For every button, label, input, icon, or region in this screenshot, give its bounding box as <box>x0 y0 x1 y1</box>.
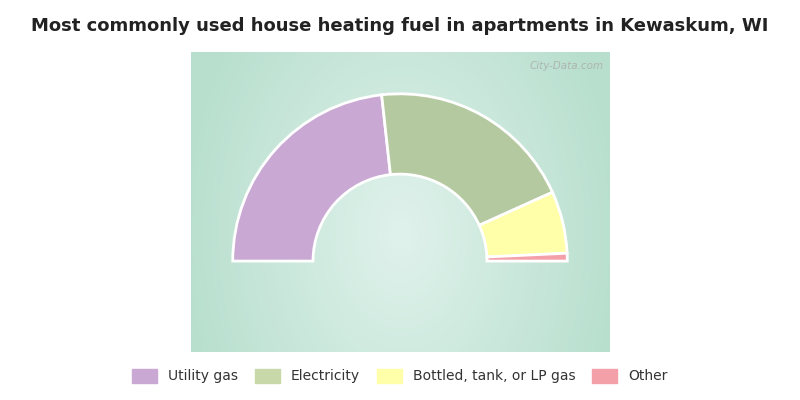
Wedge shape <box>479 192 567 257</box>
Legend: Utility gas, Electricity, Bottled, tank, or LP gas, Other: Utility gas, Electricity, Bottled, tank,… <box>126 362 674 390</box>
Wedge shape <box>233 95 390 261</box>
Wedge shape <box>487 253 567 261</box>
Text: Most commonly used house heating fuel in apartments in Kewaskum, WI: Most commonly used house heating fuel in… <box>31 17 769 35</box>
Wedge shape <box>382 94 553 225</box>
Text: City-Data.com: City-Data.com <box>530 61 604 71</box>
